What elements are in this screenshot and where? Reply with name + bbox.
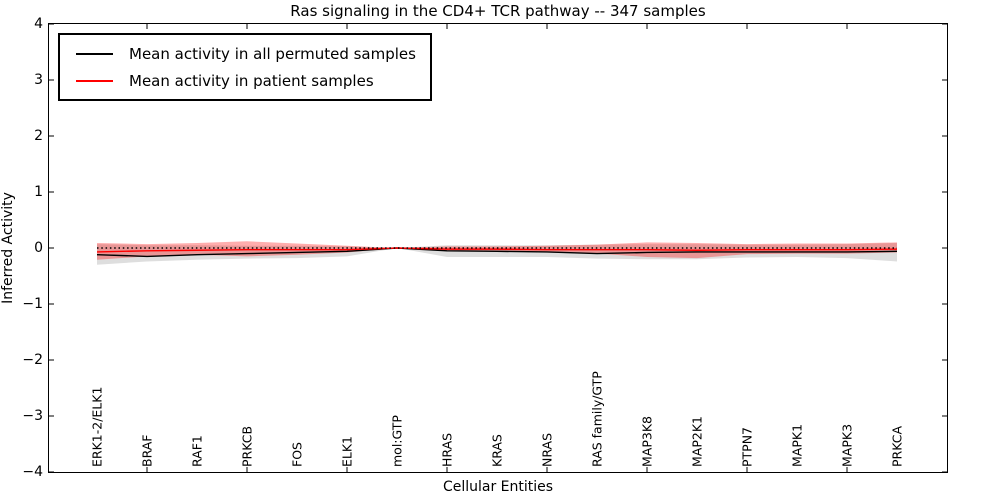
y-tick-label: 2 — [34, 127, 43, 144]
y-tick-label: 0 — [34, 239, 43, 256]
x-tick-label: PTPN7 — [740, 427, 755, 467]
x-tick-label: MAP3K8 — [640, 416, 655, 467]
y-tick-label: 4 — [34, 15, 43, 32]
legend-line-permuted-icon — [76, 52, 113, 55]
x-tick-label: HRAS — [440, 433, 455, 467]
x-tick-label: RAS family/GTP — [590, 371, 605, 467]
legend-entry-patient: Mean activity in patient samples — [68, 67, 416, 94]
x-tick-label: MAP2K1 — [690, 416, 705, 467]
legend-label-patient: Mean activity in patient samples — [129, 71, 374, 90]
line-patient — [96, 247, 898, 253]
x-tick-label: BRAF — [140, 435, 155, 468]
x-tick-label: mol:GTP — [390, 415, 405, 467]
x-tick-label: MAPK1 — [790, 424, 805, 467]
legend-line-patient-icon — [76, 79, 113, 82]
band-permuted — [97, 242, 897, 265]
chart-canvas: ERK1-2/ELK1 BRAF RAF1 PRKCB FOS ELK1 mol:GTP HR… — [49, 24, 947, 472]
y-tick-label: −4 — [22, 463, 43, 480]
line-permuted — [96, 247, 898, 258]
x-tick-label: RAF1 — [190, 435, 205, 467]
y-tick-label: −1 — [22, 295, 43, 312]
legend-entry-permuted: Mean activity in all permuted samples — [68, 40, 416, 67]
y-tick-label: −2 — [22, 351, 43, 368]
x-tick-label: KRAS — [490, 434, 505, 467]
x-tick-label: ERK1-2/ELK1 — [90, 387, 105, 467]
chart-title: Ras signaling in the CD4+ TCR pathway --… — [290, 2, 706, 20]
x-tick-label: ELK1 — [340, 436, 355, 467]
x-tick-label: PRKCB — [240, 426, 255, 467]
band-patient — [97, 241, 897, 260]
x-tick-label: PRKCA — [890, 426, 905, 467]
y-tick-label: 3 — [34, 71, 43, 88]
x-tick-label: FOS — [290, 442, 305, 467]
x-tick-label: MAPK3 — [840, 424, 855, 467]
y-tick-label: −3 — [22, 407, 43, 424]
x-axis-label: Cellular Entities — [442, 479, 554, 495]
legend: Mean activity in all permuted samples Me… — [58, 33, 432, 101]
legend-label-permuted: Mean activity in all permuted samples — [129, 44, 416, 63]
y-tick-label: 1 — [34, 183, 43, 200]
x-tick-label: NRAS — [540, 433, 555, 467]
